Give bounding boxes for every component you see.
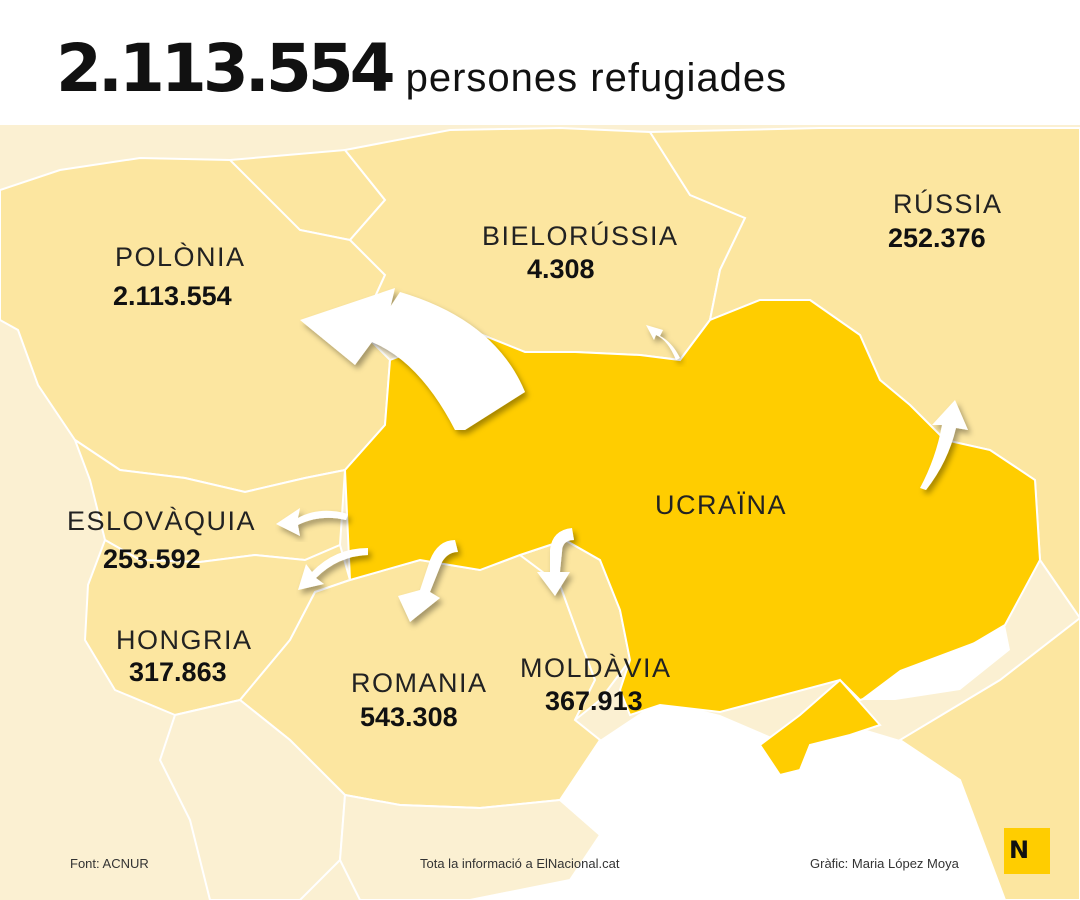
label-moldavia-name: MOLDÀVIA — [520, 653, 672, 683]
label-russia-name: RÚSSIA — [893, 188, 1003, 219]
label-polonia-name: POLÒNIA — [115, 241, 246, 272]
arrow-to-romania — [398, 540, 458, 622]
arrow-to-slovakia — [276, 508, 348, 536]
label-hongria-value: 317.863 — [129, 657, 227, 687]
label-hongria-name: HONGRIA — [116, 625, 253, 655]
label-russia-value: 252.376 — [888, 223, 986, 253]
headline-total: 2.113.554 — [56, 30, 396, 107]
label-ucraina-name: UCRAÏNA — [655, 490, 787, 520]
label-moldavia-value: 367.913 — [545, 686, 643, 716]
label-romania-value: 543.308 — [360, 702, 458, 732]
headline: 2.113.554 persones refugiades — [56, 30, 787, 120]
black-sea — [470, 700, 1005, 900]
label-romania-name: ROMANIA — [351, 668, 488, 698]
country-serbia — [158, 698, 347, 900]
footer-source: Font: ACNUR — [70, 856, 149, 871]
arrow-to-moldova — [537, 528, 574, 596]
label-bielorussia-name: BIELORÚSSIA — [482, 220, 679, 251]
label-eslovaquia-name: ESLOVÀQUIA — [67, 506, 256, 536]
footer-info-link[interactable]: Tota la informació a ElNacional.cat — [420, 856, 620, 871]
label-bielorussia-value: 4.308 — [527, 254, 595, 284]
arrow-to-poland — [300, 288, 525, 430]
footer-credit: Gràfic: Maria López Moya — [810, 856, 959, 871]
arrow-to-hungary — [298, 548, 368, 590]
label-eslovaquia-value: 253.592 — [103, 544, 201, 574]
elnacional-logo: N — [1004, 828, 1050, 874]
arrow-to-belarus — [646, 325, 680, 360]
refugee-map: POLÒNIA 2.113.554 BIELORÚSSIA 4.308 RÚSS… — [0, 125, 1080, 900]
arrow-to-russia — [920, 400, 968, 490]
label-polonia-value: 2.113.554 — [113, 281, 232, 311]
sea-of-azov — [860, 625, 1010, 700]
headline-label: persones refugiades — [405, 56, 788, 100]
